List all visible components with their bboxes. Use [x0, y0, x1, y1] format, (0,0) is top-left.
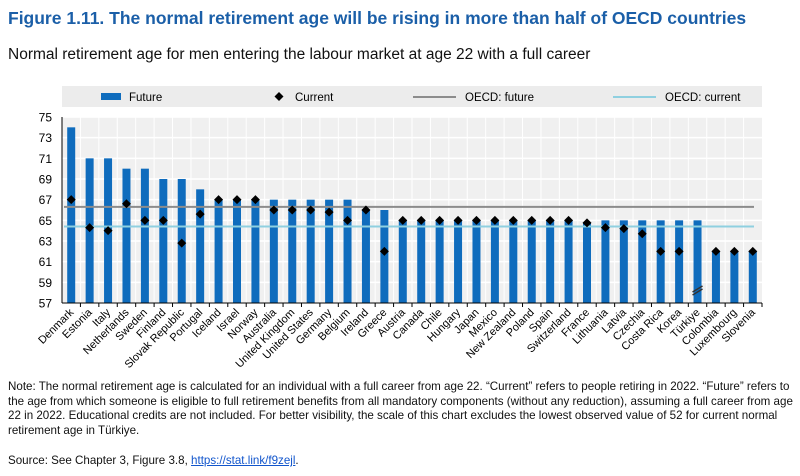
marker-current	[748, 246, 758, 256]
legend-oecd-future-label: OECD: future	[465, 92, 534, 104]
marker-current	[564, 215, 574, 225]
marker-current	[361, 205, 371, 215]
marker-current	[453, 215, 463, 225]
y-tick-label: 73	[39, 131, 53, 145]
source-link[interactable]: https://stat.link/f9zejl	[191, 454, 296, 467]
bar-future	[288, 199, 297, 303]
legend-current-marker	[274, 92, 284, 101]
marker-current	[582, 218, 592, 228]
bar-future	[251, 199, 260, 303]
legend: Future Current OECD: future OECD: curren…	[101, 92, 741, 104]
y-tick-label: 75	[39, 111, 53, 125]
marker-current	[85, 223, 95, 233]
axis-break-marker	[692, 285, 703, 296]
bar-future	[509, 220, 518, 303]
bar-future	[140, 168, 149, 303]
bar-future	[730, 251, 739, 303]
bar-future	[196, 189, 205, 303]
legend-band	[62, 86, 762, 107]
marker-current	[232, 195, 242, 205]
marker-current	[656, 246, 666, 256]
bar-future	[435, 220, 444, 303]
marker-current	[121, 199, 131, 209]
retirement-age-chart: Future Current OECD: future OECD: curren…	[36, 86, 763, 371]
marker-current	[619, 224, 629, 234]
marker-current	[600, 223, 610, 233]
y-tick-label: 59	[39, 276, 53, 290]
bar-future	[748, 251, 757, 303]
marker-current	[711, 246, 721, 256]
legend-current-label: Current	[295, 92, 334, 104]
legend-future-swatch	[101, 93, 121, 100]
chart-note: Note: The normal retirement age is calcu…	[8, 380, 793, 437]
figure-title: Figure 1.11. The normal retirement age w…	[8, 8, 747, 28]
marker-current	[545, 215, 555, 225]
source-text: Source: See Chapter 3, Figure 3.8,	[8, 454, 192, 467]
bar-future	[454, 220, 463, 303]
marker-current	[398, 215, 408, 225]
marker-current	[158, 215, 168, 225]
chart-source: Source: See Chapter 3, Figure 3.8, https…	[8, 454, 299, 467]
bar-future	[325, 199, 334, 303]
marker-current	[674, 246, 684, 256]
bar-future	[490, 220, 499, 303]
bar-future	[472, 220, 481, 303]
marker-current	[140, 215, 150, 225]
bar-future	[656, 220, 665, 303]
bar-future	[619, 220, 628, 303]
marker-current	[637, 229, 647, 239]
marker-current	[324, 207, 334, 217]
bar-future	[343, 199, 352, 303]
bar-future	[417, 220, 426, 303]
bar-future	[711, 251, 720, 303]
bar-future	[527, 220, 536, 303]
source-period: .	[295, 454, 299, 467]
y-tick-label: 57	[39, 297, 53, 311]
marker-current	[214, 195, 224, 205]
marker-current	[527, 215, 537, 225]
legend-oecd-current-label: OECD: current	[665, 92, 741, 104]
bar-future	[122, 168, 131, 303]
bar-future	[693, 220, 702, 303]
bar-future	[546, 220, 555, 303]
marker-current	[471, 215, 481, 225]
marker-current	[343, 215, 353, 225]
y-tick-label: 65	[39, 214, 53, 228]
marker-current	[306, 205, 316, 215]
legend-future-label: Future	[129, 92, 162, 104]
marker-current	[416, 215, 426, 225]
bar-future	[214, 199, 223, 303]
marker-current	[729, 246, 739, 256]
marker-current	[103, 226, 113, 236]
bar-future	[269, 199, 278, 303]
y-tick-label: 63	[39, 235, 53, 249]
bar-future	[306, 199, 315, 303]
bar-future	[67, 127, 76, 303]
bar-future	[675, 220, 684, 303]
marker-current	[250, 195, 260, 205]
bar-future	[564, 220, 573, 303]
y-tick-label: 67	[39, 193, 53, 207]
marker-current	[66, 195, 76, 205]
y-tick-label: 61	[39, 255, 53, 269]
marker-current	[435, 215, 445, 225]
chart-subtitle: Normal retirement age for men entering t…	[8, 46, 591, 63]
bar-future	[361, 210, 370, 303]
marker-current	[195, 209, 205, 219]
marker-current	[287, 205, 297, 215]
bar-future	[583, 222, 591, 303]
y-tick-label: 69	[39, 173, 53, 187]
bar-future	[398, 220, 407, 303]
marker-current	[269, 205, 279, 215]
bar-future	[638, 220, 647, 303]
marker-current	[508, 215, 518, 225]
bar-future	[380, 210, 389, 303]
bar-future	[233, 199, 241, 303]
marker-current	[379, 246, 389, 256]
bar-future	[159, 179, 168, 303]
y-tick-label: 71	[39, 152, 53, 166]
bar-future	[601, 220, 610, 303]
marker-current	[490, 215, 500, 225]
marker-current	[177, 238, 187, 248]
